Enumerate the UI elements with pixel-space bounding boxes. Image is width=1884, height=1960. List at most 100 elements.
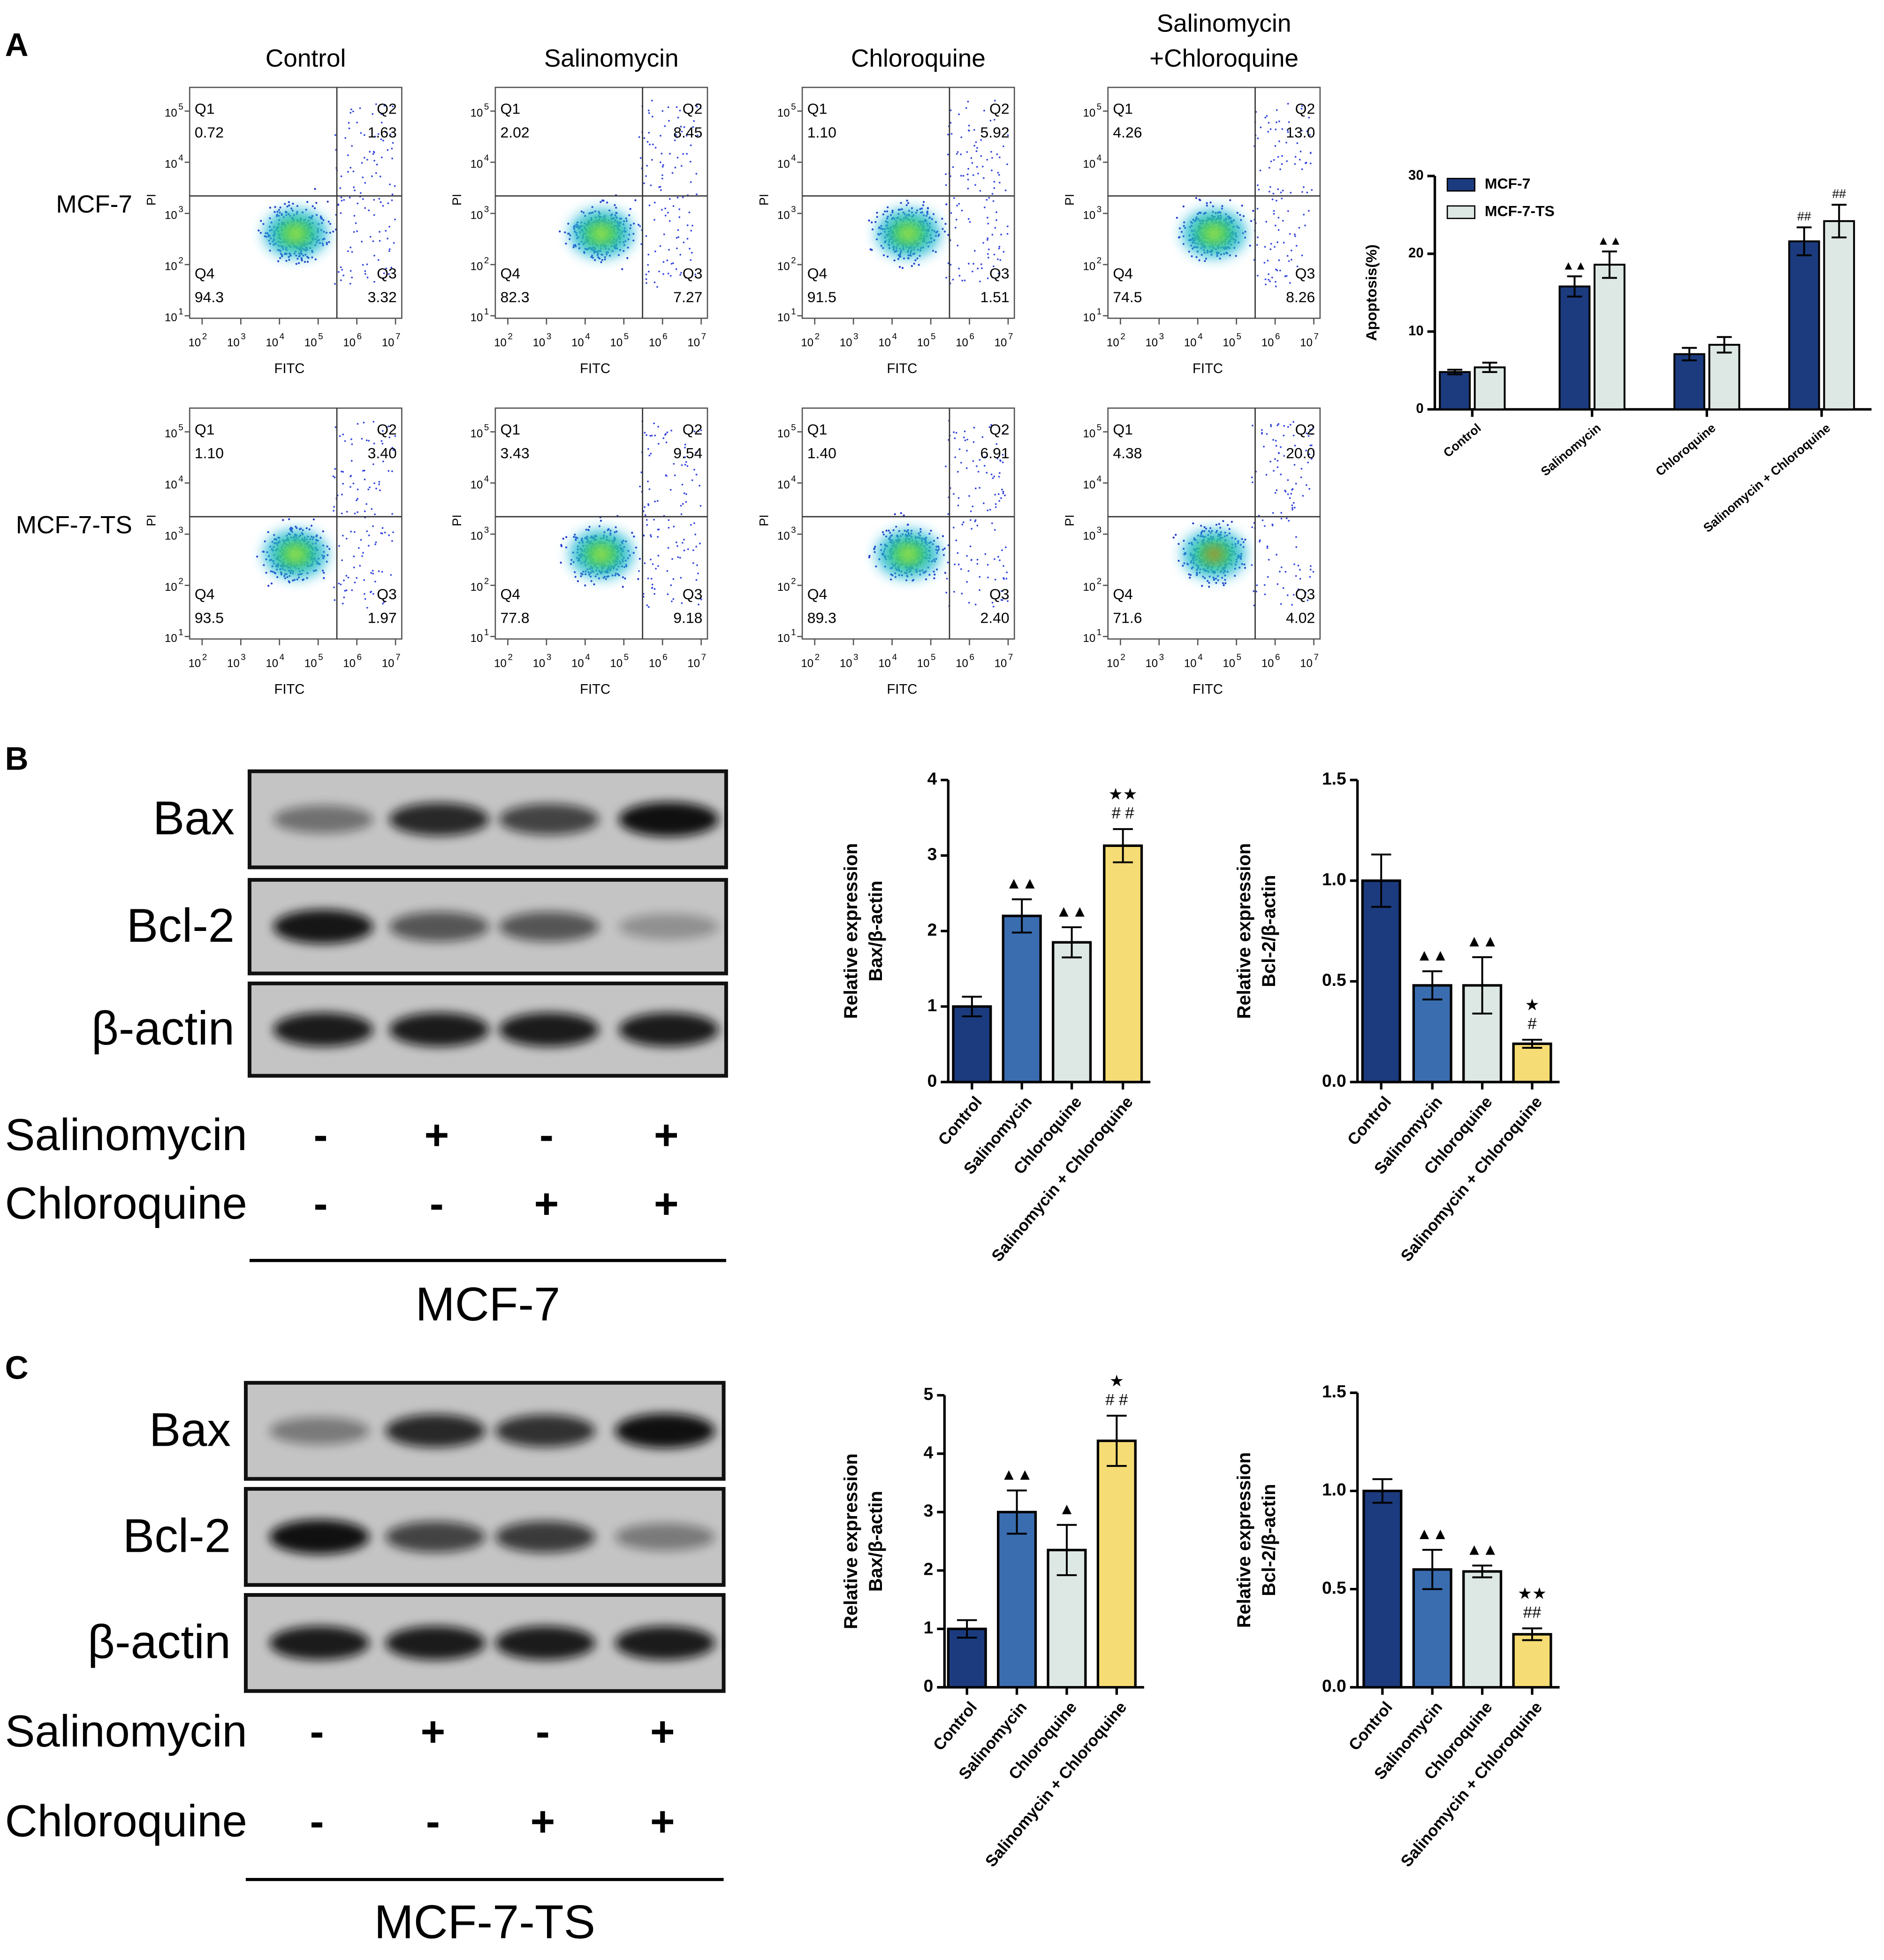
x-tick-base: 10 [610,657,623,670]
event-dot [1289,233,1291,235]
event-dot [661,110,664,112]
y-tick-exponent: 4 [484,153,489,163]
event-dot [957,244,959,247]
event-dot [1276,489,1278,491]
event-dot [977,173,979,175]
event-dot [357,202,359,205]
event-dot [975,141,977,143]
event-dot [969,545,972,548]
event-dot [1285,275,1288,277]
x-tick-exponent: 4 [280,331,284,341]
event-dot [363,134,365,136]
event-dot [334,282,336,285]
quadrant-value: 91.5 [807,289,836,305]
event-dot [350,108,352,110]
x-tick-exponent: 6 [662,652,667,662]
event-dot [674,167,676,169]
event-dot [1178,543,1180,545]
event-dot [1292,421,1294,423]
quadrant-name: Q1 [1113,421,1133,438]
event-dot [1308,210,1310,212]
event-dot [339,435,341,437]
y-tick-label: 1 [927,995,937,1015]
event-dot [302,578,305,581]
event-dot [626,257,629,259]
event-dot [315,202,318,204]
event-dot [933,570,935,573]
treatment-sign: + [650,1798,675,1845]
event-dot [648,131,650,134]
legend-label: MCF-7-TS [1485,203,1555,220]
treatment-sign: + [654,1180,679,1228]
x-tick-exponent: 3 [853,331,858,341]
event-dot [1215,582,1217,584]
blot-band [499,803,599,835]
event-dot [580,575,582,578]
event-dot [1288,121,1290,123]
x-axis-label: FITC [274,361,305,376]
event-dot [1294,163,1296,165]
event-dot [994,99,996,102]
event-dot [640,243,642,245]
quadrant-name: Q3 [989,265,1010,282]
event-dot [1275,445,1277,447]
event-dot [668,120,670,122]
event-dot [647,504,650,506]
event-dot [647,448,649,450]
y-tick-label: 0.5 [1322,970,1346,990]
event-dot [969,519,972,521]
event-dot [960,136,963,138]
event-dot [312,518,315,521]
column-title: Salinomycin [544,45,679,72]
quadrant-name: Q1 [195,421,215,438]
event-dot [1277,452,1280,454]
treatment-sign: + [420,1708,445,1755]
event-dot [874,221,877,223]
event-dot [986,159,988,161]
event-dot [1275,268,1277,271]
event-dot [928,573,931,576]
event-dot [1286,594,1289,596]
event-dot [894,513,896,515]
significance: ▲▲ [1562,259,1587,273]
event-dot [1253,590,1255,592]
event-dot [1276,583,1279,585]
event-dot [868,219,870,222]
event-dot [258,229,260,232]
y-tick-label: 2 [927,920,937,939]
event-dot [1236,212,1238,214]
event-dot [961,209,963,212]
event-dot [646,604,648,606]
x-tick-base: 10 [1223,657,1235,670]
event-dot [651,435,653,437]
event-dot [391,193,394,196]
event-dot [696,564,698,566]
event-dot [650,578,653,580]
x-tick-exponent: 4 [1198,652,1202,662]
event-dot [341,471,342,473]
event-dot [348,122,350,124]
event-dot [366,159,368,161]
event-dot [282,519,284,521]
x-tick-exponent: 6 [357,652,362,662]
quadrant-value: 9.54 [673,445,702,462]
event-dot [390,574,392,576]
event-dot [387,202,389,204]
band-label: β-actin [88,1616,231,1668]
event-dot [297,262,300,264]
event-dot [372,572,374,575]
event-dot [384,131,387,133]
event-dot [992,605,995,608]
event-dot [955,432,957,434]
event-dot [942,535,944,537]
event-dot [342,482,344,485]
event-dot [1312,571,1314,573]
event-dot [994,494,996,496]
x-tick-exponent: 5 [1237,652,1241,662]
event-dot [366,530,368,532]
event-dot [351,145,353,147]
significance: # # [1105,1391,1128,1409]
event-dot [901,267,904,269]
quadrant-value: 1.10 [807,124,836,141]
event-dot [584,584,586,587]
